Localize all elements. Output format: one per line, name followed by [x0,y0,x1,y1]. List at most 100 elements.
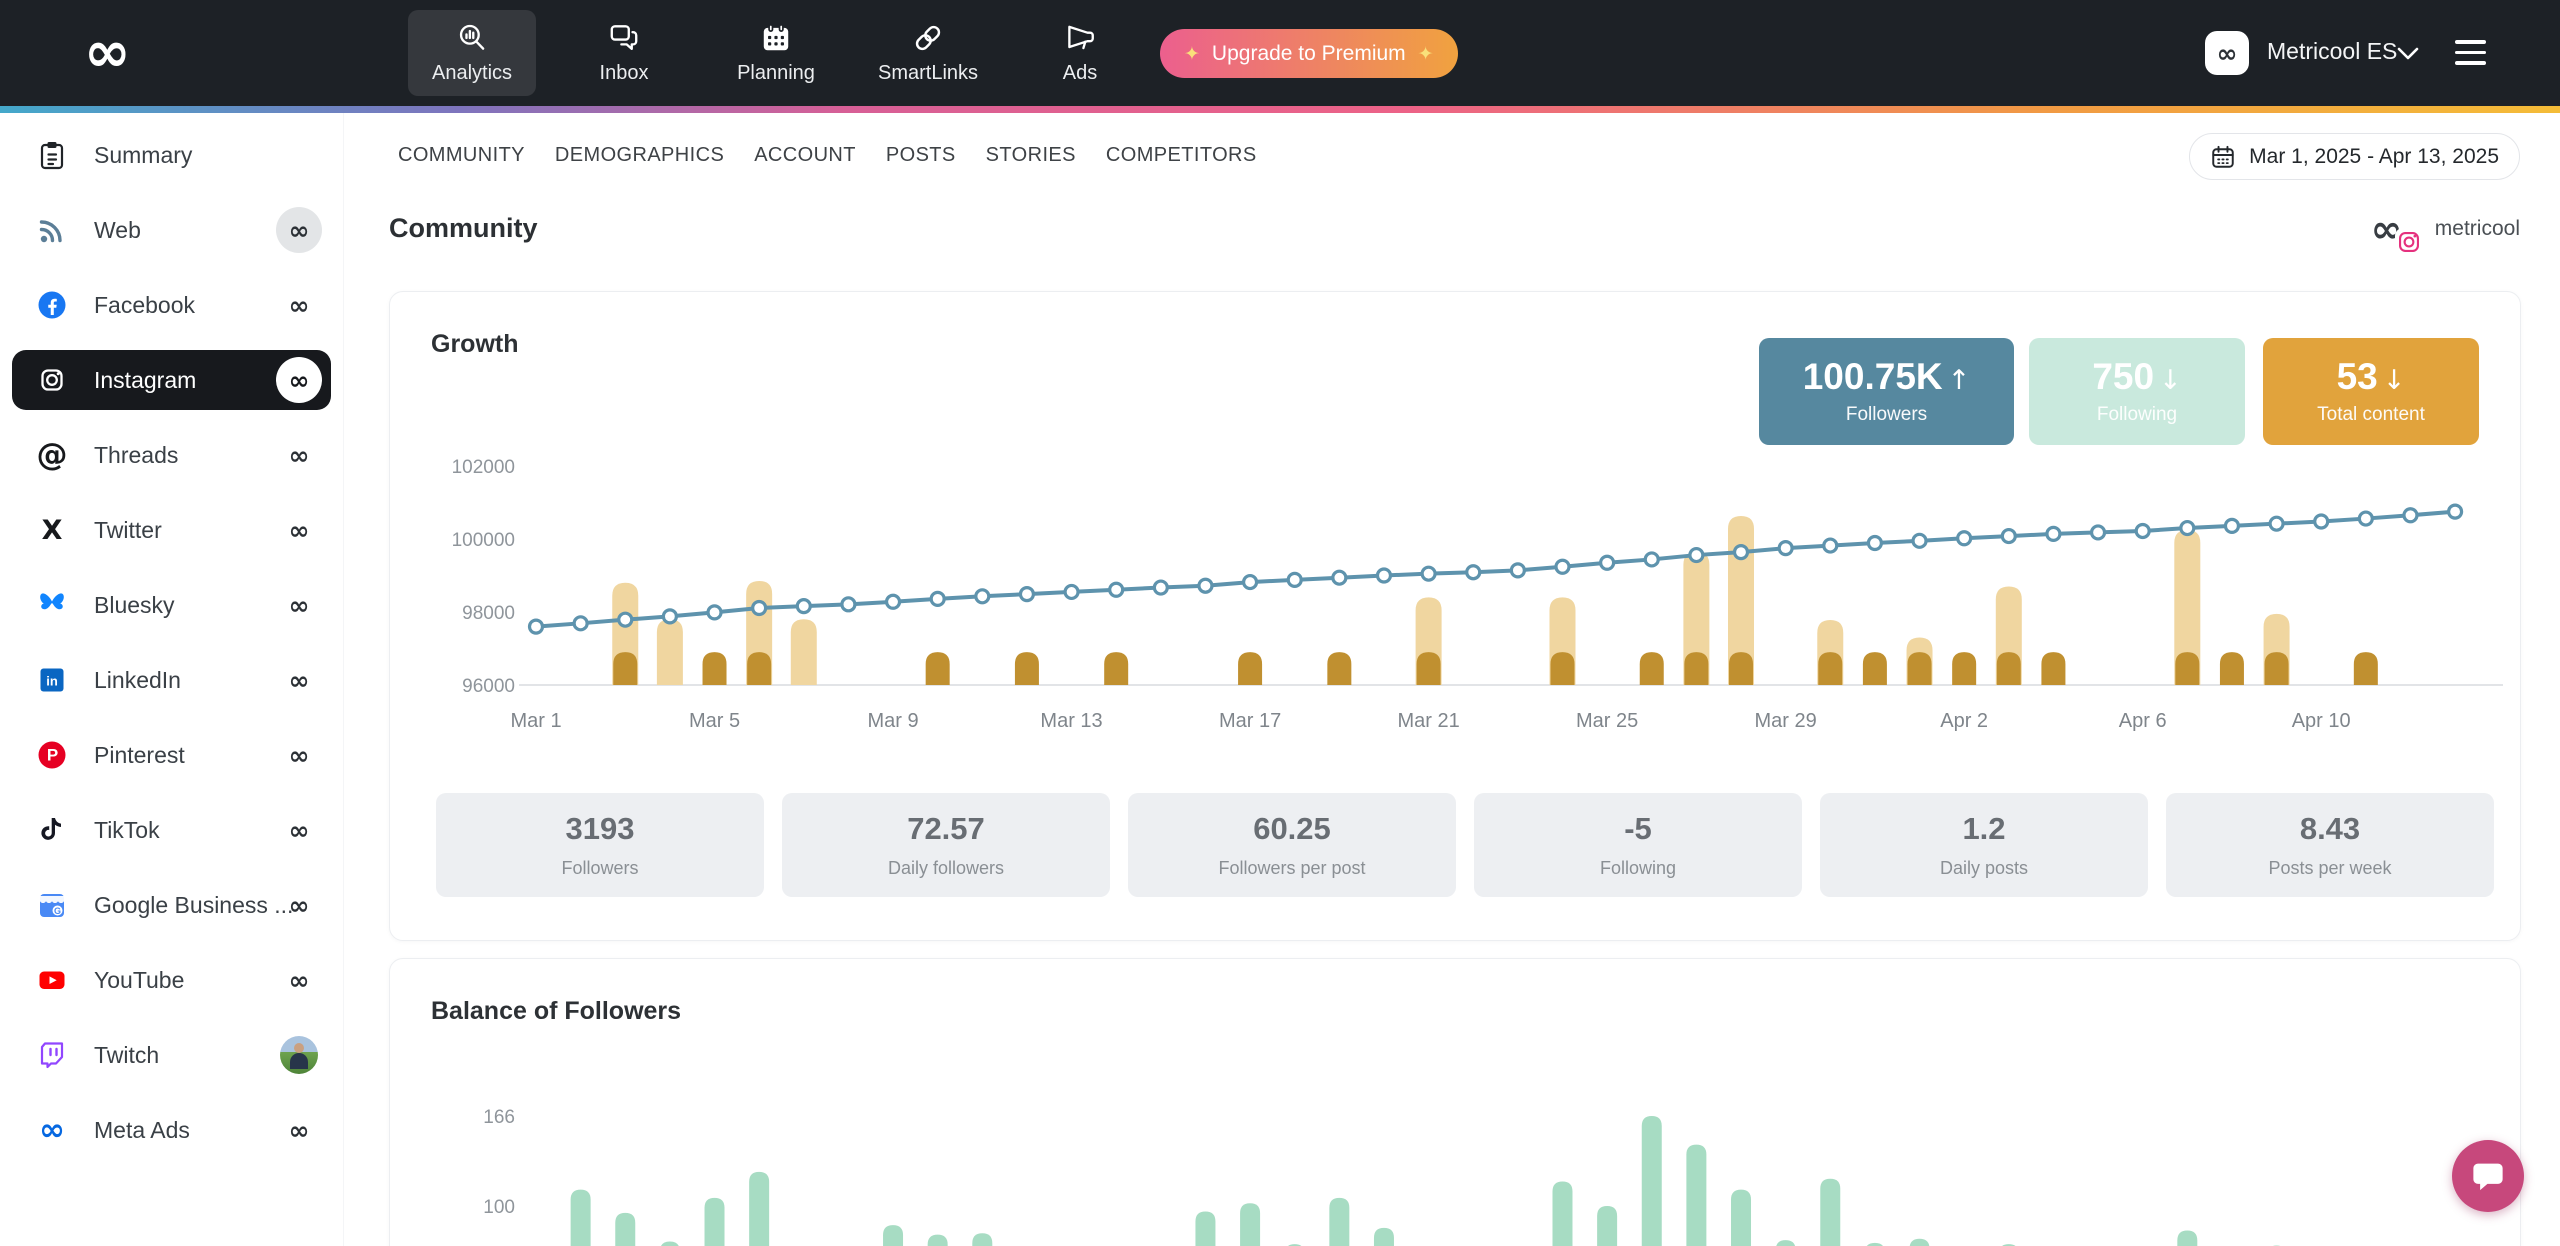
stat-daily-posts: 1.2 Daily posts [1820,793,2148,897]
pinterest-icon: P [34,739,70,771]
tab-demographics[interactable]: DEMOGRAPHICS [554,143,725,166]
infinity-badge: ∞ [288,965,310,995]
youtube-icon [34,964,70,996]
sidebar-item-twitter[interactable]: X Twitter ∞ [12,500,331,560]
nav-item-ads[interactable]: Ads [1016,10,1144,96]
svg-text:98000: 98000 [462,603,515,624]
svg-text:Apr 2: Apr 2 [1940,710,1988,732]
sidebar-item-instagram[interactable]: Instagram ∞ [12,350,331,410]
metricool-logo-icon[interactable]: ∞ [84,20,131,85]
svg-text:Mar 9: Mar 9 [867,710,918,732]
connected-account-chip[interactable]: ∞ metricool [2371,210,2520,256]
main-nav: Analytics Inbox Planning SmartLinks Ads [408,10,1144,96]
chat-bubble-icon [2473,1163,2503,1191]
stat-following: -5 Following [1474,793,1802,897]
infinity-badge: ∞ [288,440,310,470]
twitch-avatar [280,1036,318,1074]
support-chat-button[interactable] [2452,1140,2524,1212]
date-range-picker[interactable]: Mar 1, 2025 - Apr 13, 2025 [2189,133,2520,180]
sidebar-item-threads[interactable]: @ Threads ∞ [12,425,331,485]
tab-posts[interactable]: POSTS [885,143,956,166]
growth-chart: 102000 100000 98000 96000 Mar 1 Mar 5 Mar 9 Mar… [452,457,2503,732]
growth-kpi-followers: 100.75K ↑ Followers [1759,338,2014,445]
brand-gradient-divider [0,106,2560,113]
nav-item-analytics[interactable]: Analytics [408,10,536,96]
smartlinks-icon [911,21,945,55]
infinity-badge: ∞ [288,665,310,695]
date-range-label: Mar 1, 2025 - Apr 13, 2025 [2249,144,2499,168]
sidebar-item-linkedin[interactable]: in LinkedIn ∞ [12,650,331,710]
balance-kpi-label: Followers [2330,1048,2412,1070]
menu-icon[interactable] [2455,40,2486,65]
infinity-badge: ∞ [288,590,310,620]
workspace-selector[interactable]: Metricool ES [2267,38,2398,64]
calendar-icon [2212,145,2234,168]
sidebar-item-google-business[interactable]: G Google Business ... ∞ [12,875,331,935]
svg-text:Mar 5: Mar 5 [689,710,740,732]
sidebar-item-twitch[interactable]: Twitch [12,1025,331,1085]
growth-card: Growth 100.75K ↑ Followers 750 ↓ Following 53 ↓… [389,291,2521,941]
balance-of-followers-card: Balance of Followers 3193 Followers 166 1… [389,958,2521,1246]
analytics-tabs: COMMUNITY DEMOGRAPHICS ACCOUNT POSTS STORIES… [398,132,1257,178]
infinity-badge: ∞ [288,890,310,920]
balance-kpi-value: 3193 [2329,1000,2413,1042]
infinity-badge: ∞ [288,1115,310,1145]
sidebar-item-pinterest[interactable]: P Pinterest ∞ [12,725,331,785]
arrow-down-icon: ↓ [2159,364,2182,396]
chevron-down-icon[interactable] [2396,46,2420,67]
avatar-badge [275,1036,323,1074]
arrow-down-icon: ↓ [2382,364,2406,396]
svg-text:Mar 25: Mar 25 [1576,710,1638,732]
sidebar-item-facebook[interactable]: Facebook ∞ [12,275,331,335]
sidebar-item-summary[interactable]: Summary [12,125,331,185]
page-title: Community [389,213,538,243]
sidebar-item-web[interactable]: Web ∞ [12,200,331,260]
inbox-icon [607,21,641,55]
svg-text:96000: 96000 [462,676,515,697]
sidebar-item-youtube[interactable]: YouTube ∞ [12,950,331,1010]
sidebar-item-bluesky[interactable]: Bluesky ∞ [12,575,331,635]
tab-community[interactable]: COMMUNITY [398,143,525,166]
infinity-badge: ∞ [275,357,323,403]
svg-text:Mar 17: Mar 17 [1219,710,1281,732]
twitter-icon: X [41,514,63,546]
svg-text:166: 166 [483,1107,515,1128]
stat-posts-per-week: 8.43 Posts per week [2166,793,2494,897]
svg-text:100000: 100000 [452,530,515,551]
growth-kpi-total-content: 53 ↓ Total content [2263,338,2479,445]
meta-icon: ∞ [39,1111,65,1148]
tab-account[interactable]: ACCOUNT [754,143,856,166]
tab-competitors[interactable]: COMPETITORS [1105,143,1257,166]
sidebar-item-meta-ads[interactable]: ∞ Meta Ads ∞ [12,1100,331,1160]
nav-item-smartlinks[interactable]: SmartLinks [864,10,992,96]
svg-text:P: P [47,746,58,765]
planning-icon [759,21,793,55]
infinity-badge: ∞ [288,290,310,320]
analytics-icon [455,21,489,55]
growth-kpi-following: 750 ↓ Following [2029,338,2245,445]
growth-title: Growth [431,330,519,358]
svg-text:102000: 102000 [452,457,515,478]
svg-text:Apr 10: Apr 10 [2292,710,2351,732]
svg-text:Mar 21: Mar 21 [1397,710,1459,732]
sidebar-item-tiktok[interactable]: TikTok ∞ [12,800,331,860]
nav-item-planning[interactable]: Planning [712,10,840,96]
twitch-icon [34,1039,70,1071]
channels-sidebar: Summary Web ∞ Facebook ∞ Instagram ∞ @ Threads ∞ X… [0,113,344,1246]
upgrade-to-premium-button[interactable]: ✦ Upgrade to Premium ✦ [1160,29,1458,78]
summary-icon [34,139,70,171]
svg-text:100: 100 [483,1197,515,1218]
instagram-badge-icon [2394,228,2423,256]
svg-text:Apr 6: Apr 6 [2119,710,2167,732]
metricool-infinity-icon: ∞ [2371,210,2423,256]
facebook-icon [34,289,70,321]
svg-text:Mar 1: Mar 1 [510,710,561,732]
infinity-badge: ∞ [288,740,310,770]
workspace-logo-icon[interactable]: ∞ [2205,31,2249,75]
svg-text:Mar 29: Mar 29 [1755,710,1817,732]
upgrade-label: Upgrade to Premium [1211,41,1406,65]
tab-stories[interactable]: STORIES [985,143,1076,166]
balance-title: Balance of Followers [431,997,682,1025]
nav-item-inbox[interactable]: Inbox [560,10,688,96]
ads-icon [1063,21,1097,55]
